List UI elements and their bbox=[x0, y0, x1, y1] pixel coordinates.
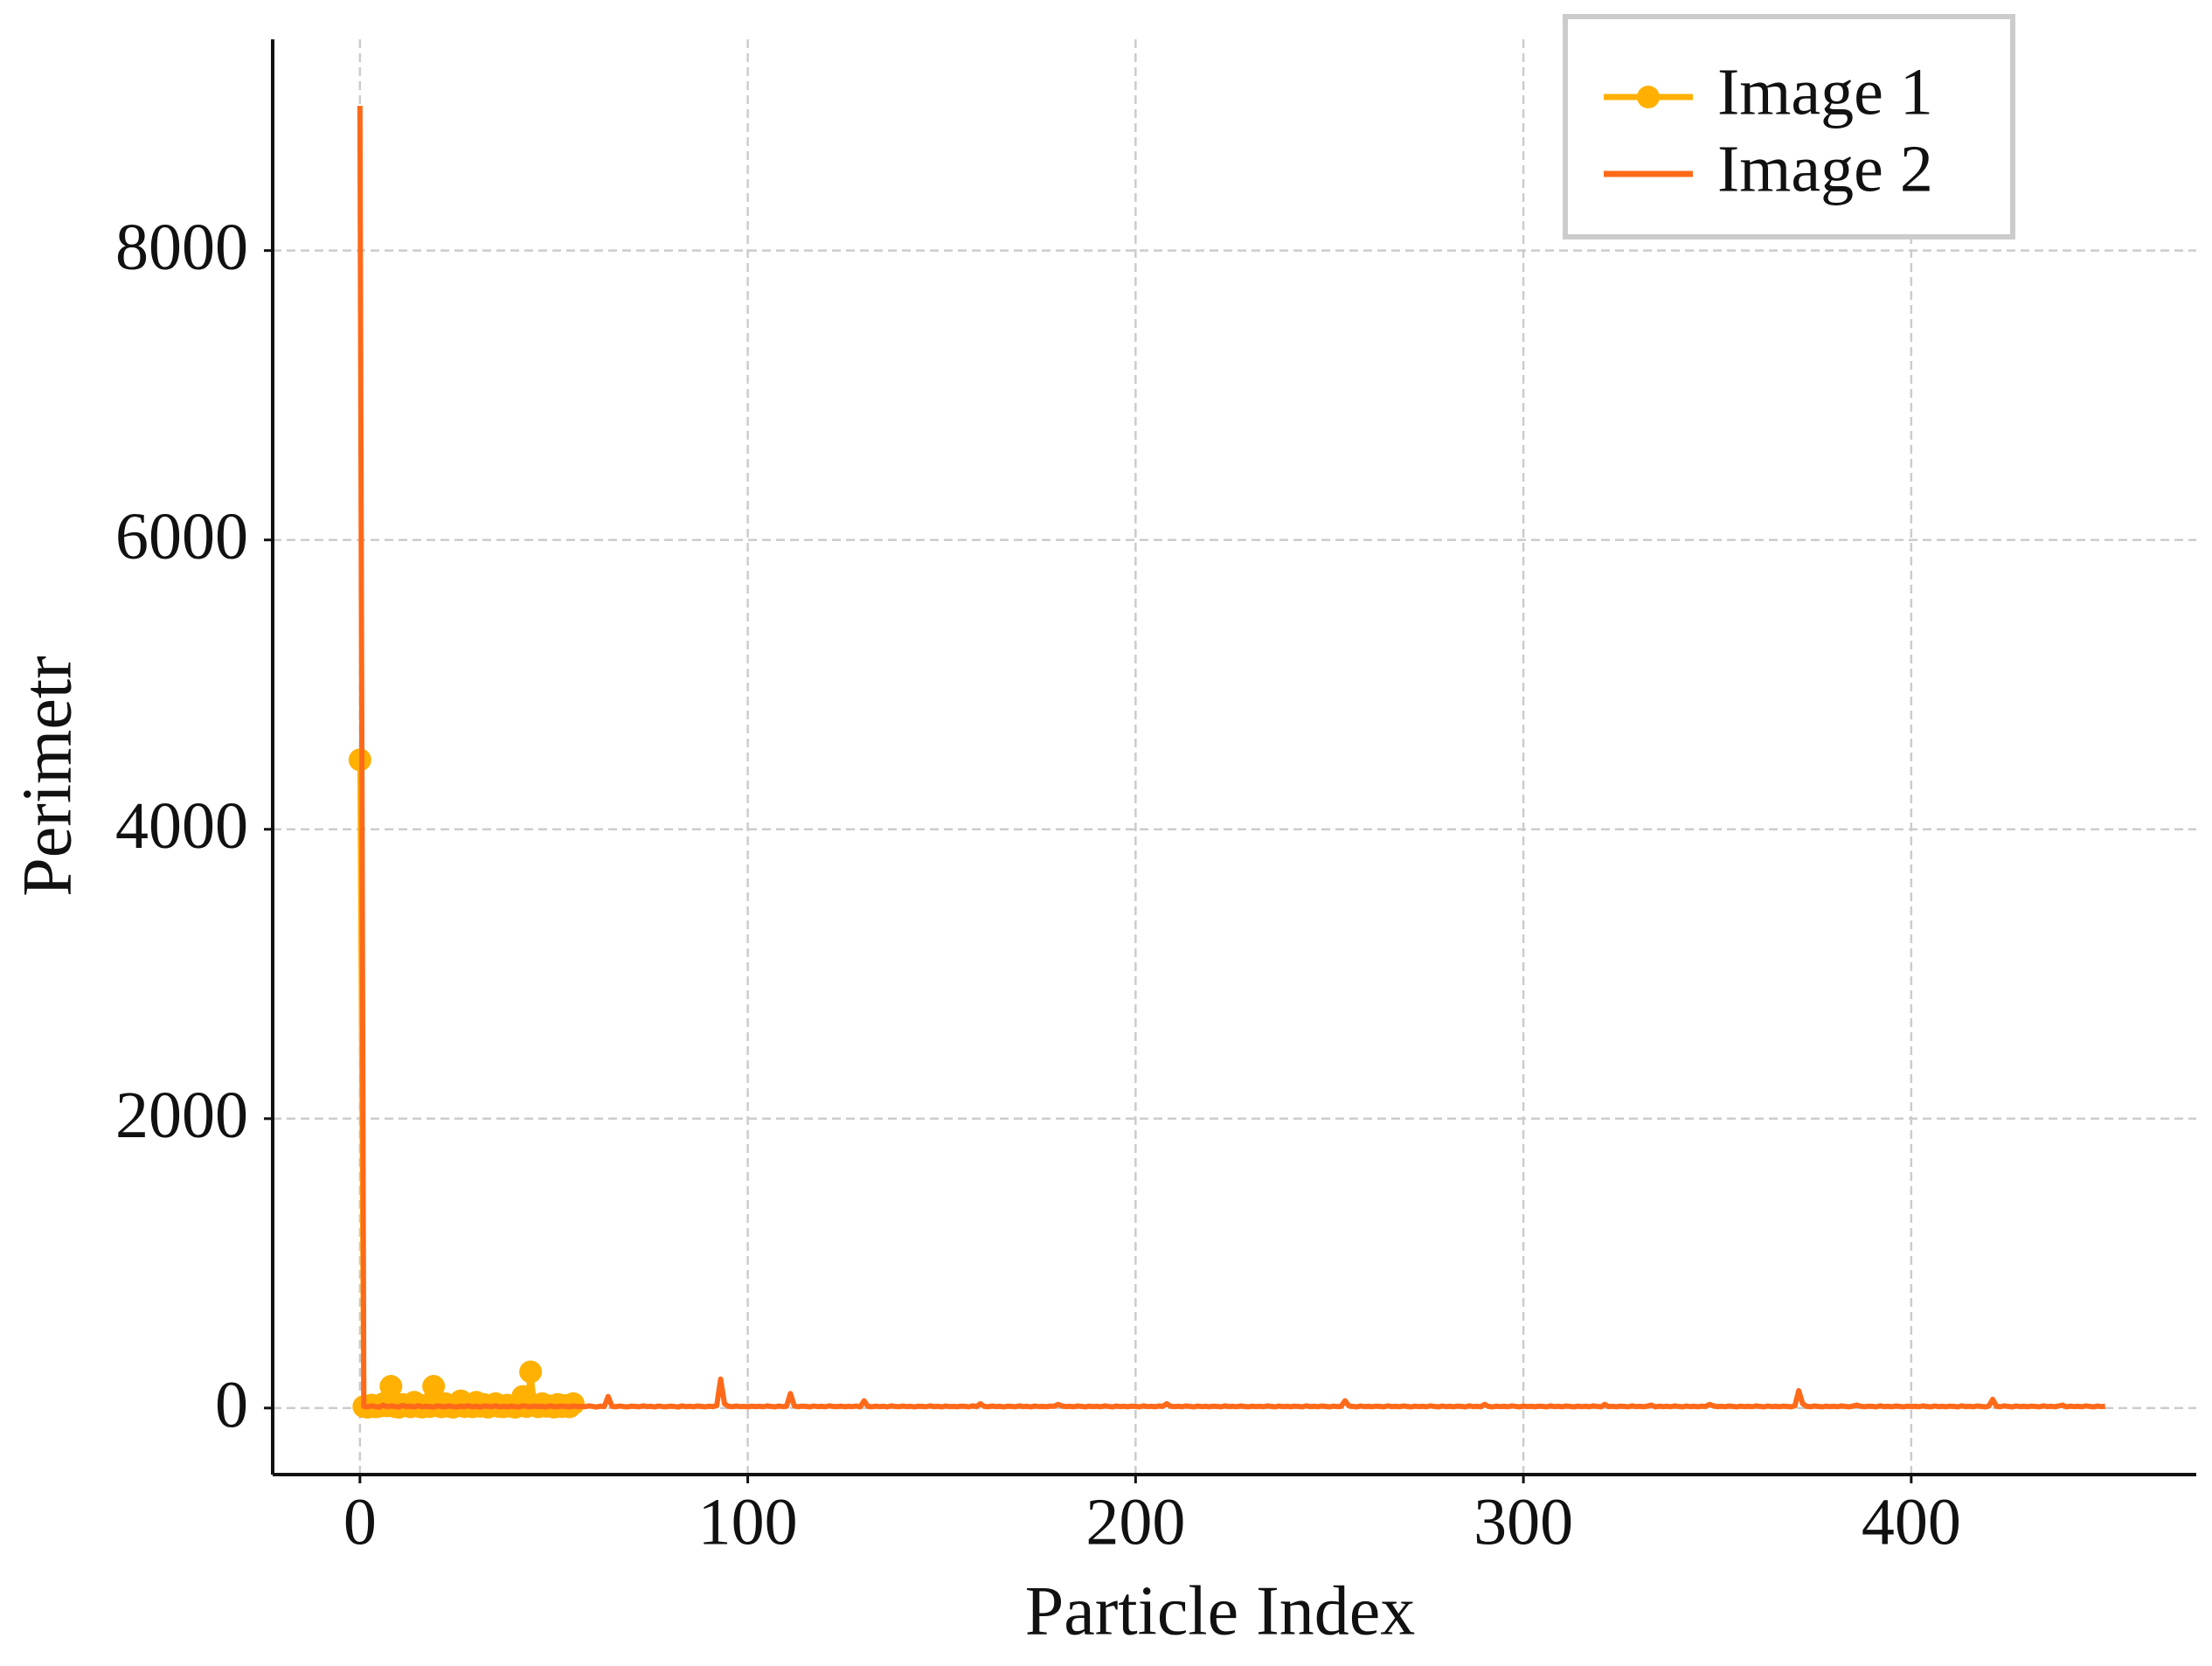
y-tick-label: 6000 bbox=[115, 500, 248, 573]
legend-label: Image 1 bbox=[1717, 55, 1933, 128]
y-tick-label: 4000 bbox=[115, 789, 248, 863]
y-tick-label: 8000 bbox=[115, 211, 248, 284]
legend-marker bbox=[1637, 86, 1660, 108]
point bbox=[519, 1360, 543, 1384]
x-tick-label: 100 bbox=[698, 1485, 798, 1558]
x-tick-label: 0 bbox=[343, 1485, 377, 1558]
x-tick-label: 300 bbox=[1474, 1485, 1573, 1558]
point bbox=[379, 1375, 403, 1399]
point bbox=[422, 1375, 446, 1399]
x-tick-label: 200 bbox=[1085, 1485, 1185, 1558]
legend-label: Image 2 bbox=[1717, 132, 1933, 205]
y-axis-title: Perimetr bbox=[9, 656, 86, 896]
y-tick-label: 0 bbox=[215, 1368, 248, 1441]
x-tick-label: 400 bbox=[1862, 1485, 1961, 1558]
x-axis-title: Particle Index bbox=[1025, 1572, 1415, 1649]
legend-box bbox=[1563, 14, 2015, 239]
series-line bbox=[357, 760, 575, 1411]
y-tick-label: 2000 bbox=[115, 1079, 248, 1152]
series-line bbox=[357, 106, 2105, 1410]
